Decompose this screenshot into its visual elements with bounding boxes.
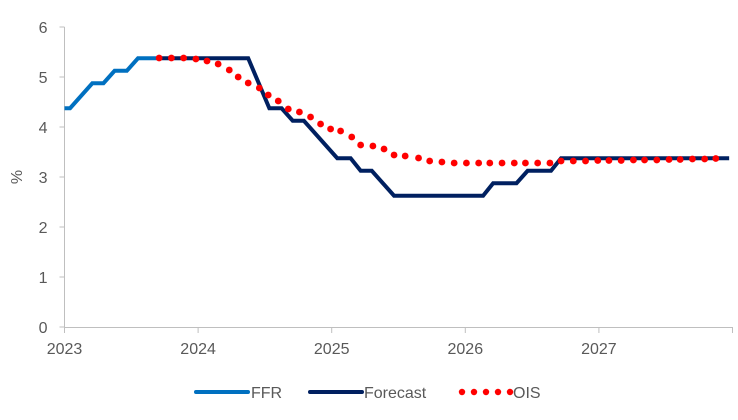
forecast-line xyxy=(158,56,730,198)
y-tick-label: 0 xyxy=(39,320,48,337)
x-tick-label: 2023 xyxy=(47,341,83,358)
ois-point xyxy=(369,142,377,150)
ois-point xyxy=(486,159,494,167)
x-tick-label: 2026 xyxy=(448,341,484,358)
series-forecast xyxy=(158,56,730,198)
ois-point xyxy=(284,105,292,113)
ois-point xyxy=(337,127,345,135)
ois-point xyxy=(327,125,334,133)
ois-point xyxy=(264,91,272,99)
legend-swatch-dot xyxy=(458,388,466,396)
legend-swatch-dot xyxy=(506,388,514,396)
ois-point xyxy=(167,54,175,62)
ois-point xyxy=(510,159,518,167)
legend-label: OIS xyxy=(513,385,541,402)
ois-point xyxy=(438,158,446,166)
legend-swatch-dot xyxy=(470,388,478,396)
ois-point xyxy=(617,157,625,164)
y-tick-label: 6 xyxy=(39,20,48,37)
y-tick-label: 2 xyxy=(39,220,48,237)
x-ticks: 2023 2024 2025 2026 2027 xyxy=(47,327,733,358)
ois-point xyxy=(712,155,720,162)
ois-point xyxy=(665,156,673,163)
y-tick-label: 3 xyxy=(39,170,48,187)
x-tick-label: 2024 xyxy=(180,341,216,358)
legend-label: Forecast xyxy=(364,385,427,402)
x-tick-label: 2027 xyxy=(581,341,617,358)
ois-point xyxy=(701,155,709,163)
y-ticks: 0 1 2 3 4 5 6 xyxy=(39,20,65,337)
series-layer xyxy=(64,54,730,198)
ois-point xyxy=(475,159,483,167)
ois-point xyxy=(255,84,263,92)
ois-point xyxy=(155,54,163,62)
series-ffr xyxy=(64,56,159,111)
ois-point xyxy=(274,97,282,105)
ois-point xyxy=(401,152,409,160)
ois-point xyxy=(582,157,589,165)
ois-point xyxy=(317,120,324,128)
ois-point xyxy=(357,141,365,149)
y-tick-label: 4 xyxy=(39,120,48,137)
ois-point xyxy=(225,66,233,74)
ois-point xyxy=(296,108,303,116)
ois-point xyxy=(594,157,602,164)
y-tick-label: 1 xyxy=(39,270,48,287)
ois-point xyxy=(450,159,458,167)
legend-swatch-dot xyxy=(494,388,502,396)
ois-point xyxy=(415,154,422,162)
ois-point xyxy=(380,145,388,153)
ois-point xyxy=(348,133,356,141)
ois-point xyxy=(676,156,684,163)
ois-point xyxy=(630,156,637,164)
ois-point xyxy=(203,57,211,65)
ois-point xyxy=(546,159,554,167)
ois-point xyxy=(569,157,577,165)
ois-point xyxy=(641,156,648,164)
y-axis-title: % xyxy=(9,170,26,184)
ois-point xyxy=(234,73,242,81)
ffr-line xyxy=(64,56,159,111)
legend-item-ffr: FFR xyxy=(194,385,282,402)
ois-point xyxy=(390,151,398,159)
legend-swatch-dot xyxy=(482,388,490,396)
x-tick-label: 2025 xyxy=(314,341,350,358)
ois-point xyxy=(689,155,696,163)
ois-point xyxy=(605,157,613,164)
ois-point xyxy=(426,157,434,165)
ois-point xyxy=(214,60,222,68)
legend-label: FFR xyxy=(251,385,282,402)
series-ois xyxy=(155,54,720,167)
ois-point xyxy=(180,54,188,62)
legend: FFR Forecast OIS xyxy=(194,385,541,402)
ois-point xyxy=(653,156,661,164)
ois-point xyxy=(498,159,506,167)
ois-point xyxy=(534,159,542,167)
ois-point xyxy=(557,157,565,165)
legend-item-forecast: Forecast xyxy=(308,385,427,402)
ois-point xyxy=(192,55,200,63)
y-tick-label: 5 xyxy=(39,70,48,87)
ois-point xyxy=(522,159,529,167)
legend-item-ois: OIS xyxy=(458,385,541,402)
ois-point xyxy=(463,159,470,167)
ois-point xyxy=(244,79,252,87)
axes: 0 1 2 3 4 5 6 2023 2024 2025 2026 2027 % xyxy=(9,20,733,358)
ois-point xyxy=(307,113,314,121)
